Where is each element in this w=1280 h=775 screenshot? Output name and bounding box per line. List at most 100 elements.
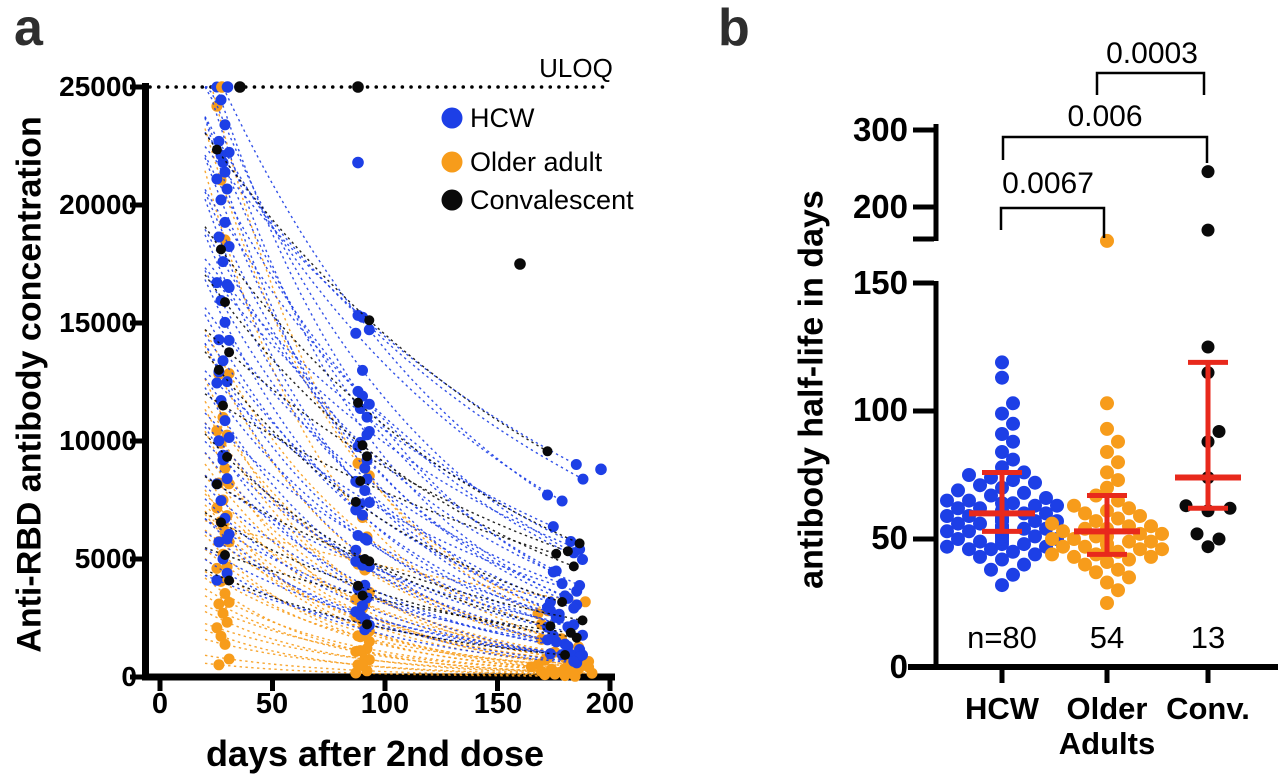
decay-curve-older-adult [204, 400, 542, 641]
halflife-point-conv [1212, 532, 1226, 546]
data-point-convalescent [545, 621, 556, 632]
halflife-point-olderadults [1122, 534, 1136, 549]
data-point-hcw [350, 544, 362, 556]
data-point-convalescent [220, 550, 230, 560]
data-point-hcw [363, 324, 375, 336]
halflife-point-olderadults [1111, 583, 1125, 598]
decay-curve-older-adult [204, 548, 569, 667]
data-point-convalescent [353, 397, 363, 408]
extra-point-convalescent [234, 81, 246, 93]
data-point-convalescent [565, 627, 576, 638]
data-point-hcw [221, 183, 233, 195]
data-point-older-adult [569, 670, 581, 682]
data-point-older-adult [215, 630, 227, 642]
halflife-point-hcw [940, 509, 954, 523]
data-point-older-adult [579, 596, 591, 608]
data-point-hcw [223, 334, 235, 346]
halflife-point-olderadults [1144, 534, 1158, 549]
halflife-point-hcw [995, 427, 1009, 441]
halflife-point-hcw [995, 578, 1009, 593]
data-point-hcw [571, 585, 583, 597]
halflife-point-hcw [1006, 416, 1020, 431]
halflife-point-hcw [995, 406, 1009, 421]
data-point-older-adult [586, 667, 598, 679]
halflife-point-hcw [1006, 396, 1020, 411]
halflife-point-hcw [995, 370, 1009, 385]
data-point-convalescent [213, 364, 224, 375]
halflife-point-olderadults [1089, 514, 1103, 529]
data-point-convalescent [364, 315, 375, 326]
halflife-point-hcw [995, 355, 1009, 370]
halflife-point-hcw [973, 516, 987, 531]
data-point-hcw [219, 316, 231, 328]
halflife-point-olderadults [1144, 519, 1158, 534]
decay-curve-hcw [204, 387, 566, 645]
data-point-convalescent [220, 297, 230, 308]
data-point-hcw [215, 94, 227, 106]
data-point-hcw [223, 432, 235, 443]
panel-b-ytick-200: 200 [852, 188, 908, 225]
halflife-point-olderadults [1045, 516, 1059, 531]
halflife-point-olderadults [1100, 575, 1114, 590]
decay-curve-older-adult [204, 430, 572, 666]
halflife-point-hcw [973, 478, 987, 493]
halflife-point-olderadults [1133, 542, 1147, 557]
decay-curve-hcw [204, 154, 583, 561]
panel-a-xtick-50: 50 [255, 688, 289, 720]
data-point-older-adult [223, 653, 235, 665]
data-point-older-adult [211, 622, 223, 634]
decay-curve-convalescent [204, 226, 580, 545]
significance-bracket-2 [1095, 71, 1206, 95]
data-point-older-adult [219, 638, 231, 650]
halflife-point-olderadults [1045, 532, 1059, 546]
halflife-point-olderadults [1144, 549, 1158, 564]
halflife-point-conv [1212, 425, 1226, 438]
data-point-hcw [357, 364, 368, 376]
decay-curve-convalescent [204, 393, 557, 555]
panel-a-xtick-200: 200 [585, 688, 635, 720]
decay-curve-hcw [204, 279, 569, 628]
halflife-point-hcw [1006, 434, 1020, 449]
data-point-hcw [213, 231, 225, 243]
decay-curve-convalescent [204, 475, 583, 622]
halflife-point-hcw [1039, 506, 1053, 521]
pvalue-hcw-conv: 0.006 [1067, 100, 1143, 133]
data-point-hcw [219, 119, 231, 131]
halflife-point-olderadults [1111, 562, 1125, 577]
data-point-convalescent [350, 496, 361, 507]
panel-b-ytick-0: 0 [889, 648, 908, 685]
data-point-hcw [219, 216, 231, 228]
category-label-hcw: HCW [964, 691, 1040, 726]
halflife-point-olderadults [1122, 501, 1136, 516]
decay-curve-older-adult [204, 557, 579, 670]
decay-curve-older-adult [204, 452, 582, 656]
data-point-hcw [211, 277, 223, 289]
data-point-convalescent [355, 476, 366, 486]
decay-curve-hcw [204, 86, 569, 600]
data-point-hcw [363, 497, 375, 508]
panel-b-ytick-300: 300 [852, 111, 908, 148]
halflife-point-hcw [962, 493, 976, 508]
data-point-older-adult [213, 659, 225, 671]
halflife-point-conv [1223, 501, 1237, 515]
decay-curve-older-adult [204, 529, 549, 659]
legend-dot-convalescent [441, 189, 463, 211]
data-point-hcw [219, 415, 231, 427]
decay-curve-hcw [204, 377, 571, 628]
data-point-hcw [217, 355, 229, 367]
halflife-point-hcw [951, 501, 965, 516]
halflife-point-olderadults [1078, 539, 1092, 554]
n-label-hcw: n=80 [967, 620, 1037, 655]
decay-curve-hcw [204, 412, 560, 615]
extra-point-hcw [221, 81, 234, 93]
halflife-point-hcw [1039, 491, 1053, 505]
data-point-older-adult [525, 661, 537, 673]
decay-curve-convalescent [204, 433, 551, 627]
halflife-point-olderadults [1100, 465, 1114, 480]
decay-curve-hcw [205, 86, 548, 496]
panel-a-xtick-150: 150 [473, 688, 523, 720]
extra-point-convalescent [352, 81, 364, 93]
data-point-hcw [577, 473, 589, 485]
data-point-hcw [550, 636, 562, 648]
data-point-hcw [361, 534, 373, 546]
